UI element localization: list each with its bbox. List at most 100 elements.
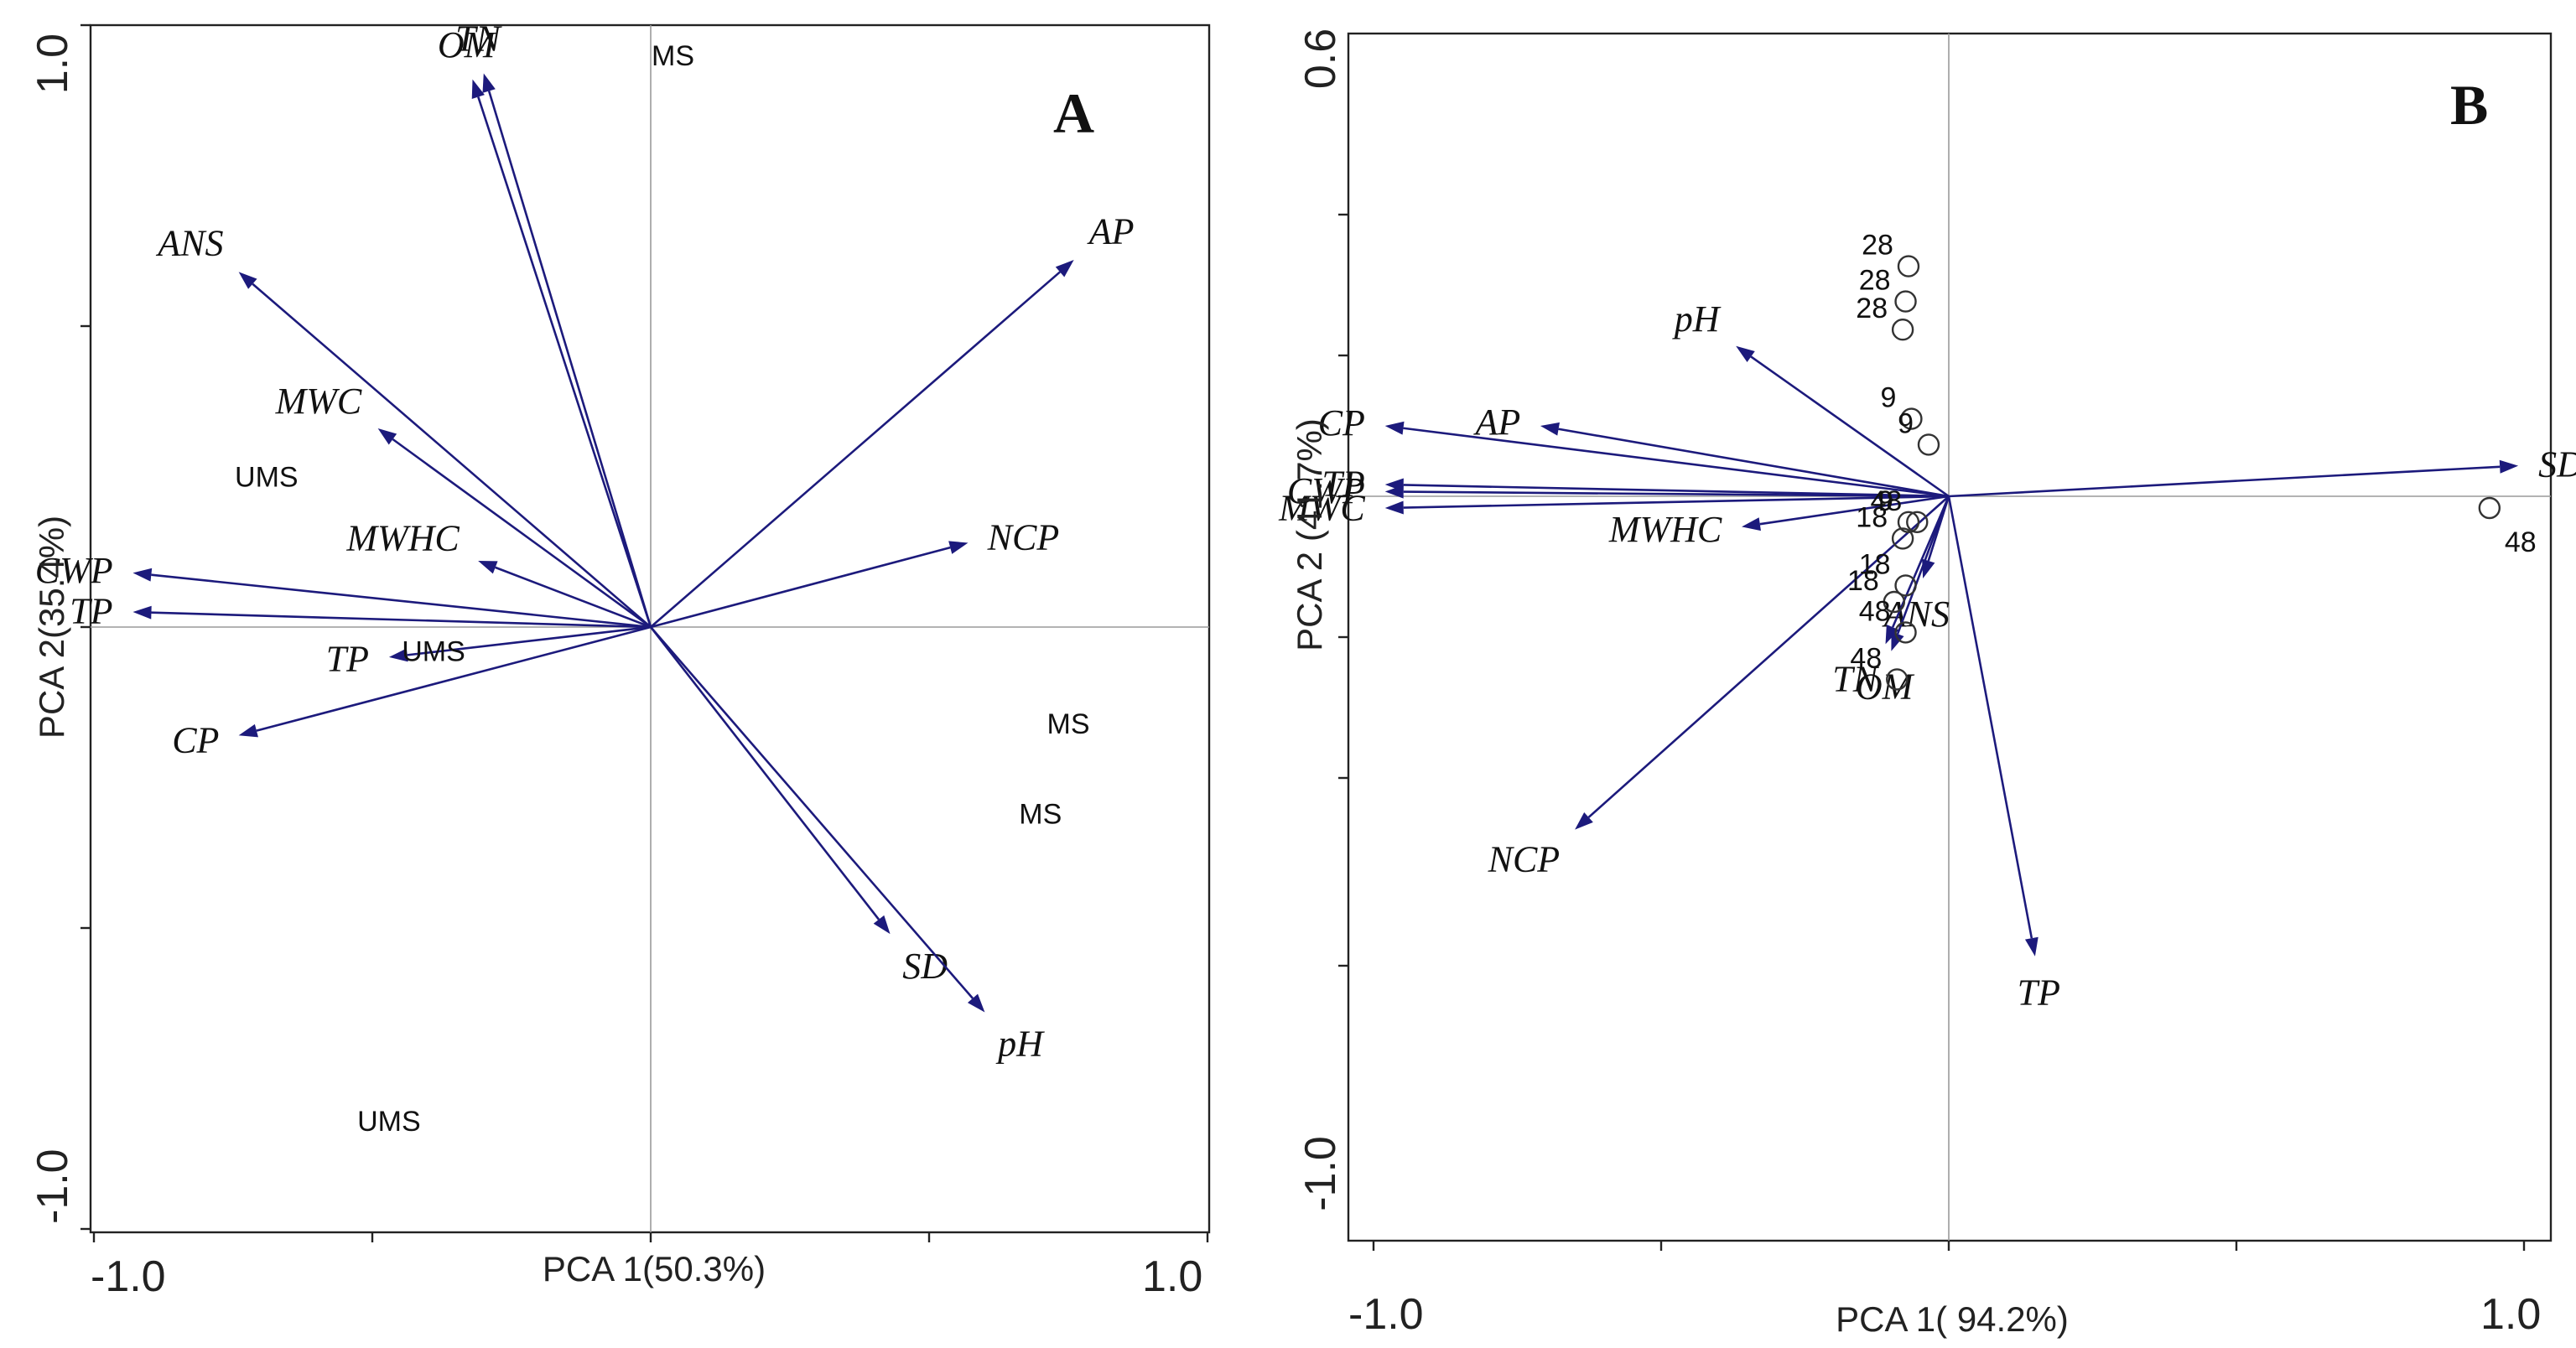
panel-b-ytick-min: -1.0 xyxy=(1296,1136,1345,1211)
sample-marker xyxy=(1917,433,1940,456)
panel-b-ticks xyxy=(1338,213,2526,1251)
vector-arrowhead-mwhc xyxy=(478,561,498,574)
vector-label-cp: CP xyxy=(1318,402,1365,443)
vector-label-tp: TP xyxy=(326,639,369,680)
sample-point-6: 48 xyxy=(1870,485,1929,533)
vector-line-ap xyxy=(1558,428,1950,498)
vector-line-cwp xyxy=(151,573,652,629)
panel-a-y-axis-title: PCA 2(35.4%) xyxy=(32,516,71,739)
sample-point-5: 9 xyxy=(1877,485,1920,533)
sample-label: 28 xyxy=(1859,265,1891,297)
vector-arrowhead-ans xyxy=(238,272,257,289)
sample-label: 9 xyxy=(1898,407,1914,439)
vector-arrowhead-sd xyxy=(873,915,891,935)
vector-line-tn xyxy=(1891,495,1950,628)
vector-tp-a7: TP xyxy=(326,625,652,680)
sample-marker xyxy=(1886,668,1909,691)
panel-b-vectors: pHCPAPTPCWPMWCMWHCANSTNOMNCPTPSD xyxy=(1278,298,2576,1013)
sample-marker xyxy=(1894,621,1917,644)
vector-label-cwp: CWP xyxy=(35,550,113,591)
vector-line-sd xyxy=(649,626,880,920)
vector-arrowhead-tp xyxy=(388,648,408,662)
panel-b-tag: B xyxy=(2450,73,2488,137)
vector-arrowhead-om xyxy=(1891,631,1904,651)
vector-mwhc-b6: MWHC xyxy=(1608,495,1950,550)
vector-line-ap xyxy=(650,271,1061,628)
vector-line-tp xyxy=(1403,484,1950,498)
vector-line-sd xyxy=(1948,465,2501,498)
sample-label: 18 xyxy=(1847,565,1879,597)
sample-label: 48 xyxy=(1850,642,1882,674)
vector-ncp-b10: NCP xyxy=(1488,495,1950,880)
sample-point-12: 48 xyxy=(2478,496,2537,558)
sample-point-7: 18 xyxy=(1856,501,1914,550)
vector-cp-b1: CP xyxy=(1318,402,1950,498)
vector-label-tn: TN xyxy=(455,18,502,59)
sample-label: 9 xyxy=(1880,382,1896,414)
vector-label-mwhc: MWHC xyxy=(1608,509,1722,550)
sample-marker xyxy=(1897,255,1920,277)
vector-label-ans: ANS xyxy=(155,223,223,264)
vector-tn-a1: TN xyxy=(455,18,652,628)
panel-a-xtick-max: 1.0 xyxy=(1142,1252,1202,1301)
vector-arrowhead-ph xyxy=(967,993,985,1013)
vector-mwc-a3: MWC xyxy=(275,381,652,629)
sample-label: 48 xyxy=(1870,485,1902,517)
panel-a-ytick-max: 1.0 xyxy=(29,34,77,94)
panel-a-x-axis-title: PCA 1(50.3%) xyxy=(543,1249,766,1288)
vector-label-mwc: MWC xyxy=(275,381,362,422)
sample-marker xyxy=(1891,527,1914,550)
sample-point-4: 9 xyxy=(1898,407,1940,456)
panel-a-xtick-min: -1.0 xyxy=(91,1252,166,1301)
vector-line-tp xyxy=(151,611,652,629)
panel-b: pHCPAPTPCWPMWCMWHCANSTNOMNCPTPSD 2828289… xyxy=(1278,29,2576,1339)
sample-label: 28 xyxy=(1856,293,1888,324)
vector-ph-b0: pH xyxy=(1672,298,1950,498)
sample-label: 48 xyxy=(1859,595,1891,627)
vector-arrowhead-tn xyxy=(482,73,496,93)
site-label-ms-0: MS xyxy=(652,40,694,72)
panel-b-ytick-max: 0.6 xyxy=(1296,29,1345,89)
vector-line-tn xyxy=(487,91,652,628)
vector-label-ph: pH xyxy=(995,1024,1045,1065)
vector-label-mwhc: MWHC xyxy=(345,517,460,558)
sample-marker xyxy=(1894,290,1917,313)
vector-ap-b2: AP xyxy=(1473,402,1950,498)
sample-point-1: 28 xyxy=(1859,265,1917,313)
vector-label-ncp: NCP xyxy=(1488,839,1561,880)
sample-label: 18 xyxy=(1856,501,1888,533)
vector-arrowhead-om xyxy=(471,79,485,100)
vector-label-tn: TN xyxy=(1832,658,1879,699)
sample-point-8: 18 xyxy=(1859,548,1917,597)
site-label-ms-3: MS xyxy=(1047,708,1090,740)
vector-mwc-b5: MWC xyxy=(1278,487,1950,528)
vector-line-ph xyxy=(650,626,974,999)
vector-arrowhead-ph xyxy=(1736,345,1755,363)
vector-line-cp xyxy=(256,625,652,732)
vector-label-om: OM xyxy=(438,24,497,65)
vector-arrowhead-ncp xyxy=(1575,811,1593,830)
vector-line-cp xyxy=(1403,427,1950,498)
sample-point-11: 48 xyxy=(1850,642,1909,691)
vector-arrowhead-mwc xyxy=(377,428,397,445)
vector-label-tp: TP xyxy=(1322,464,1364,505)
sample-marker xyxy=(1894,574,1917,597)
vector-label-cp: CP xyxy=(172,719,219,760)
sample-marker xyxy=(1891,319,1914,341)
vector-sd-a11: SD xyxy=(649,626,948,987)
panel-b-y-axis-title: PCA 2 (41.7%) xyxy=(1290,418,1329,651)
site-label-ums-5: UMS xyxy=(357,1106,421,1138)
sample-marker xyxy=(1906,511,1929,533)
vector-label-ap: AP xyxy=(1087,210,1135,251)
site-label-ms-4: MS xyxy=(1019,799,1062,831)
panel-b-xtick-min: -1.0 xyxy=(1348,1290,1424,1339)
sample-point-0: 28 xyxy=(1862,230,1920,277)
vector-line-cwp xyxy=(1403,490,1950,498)
vector-arrowhead-ap xyxy=(1540,422,1560,436)
vector-tp-b3: TP xyxy=(1322,464,1950,505)
vector-ap-a9: AP xyxy=(650,210,1135,628)
panel-b-frame xyxy=(1347,32,2553,1242)
vector-arrowhead-tp xyxy=(2024,936,2038,957)
vector-label-ap: AP xyxy=(1473,402,1521,443)
